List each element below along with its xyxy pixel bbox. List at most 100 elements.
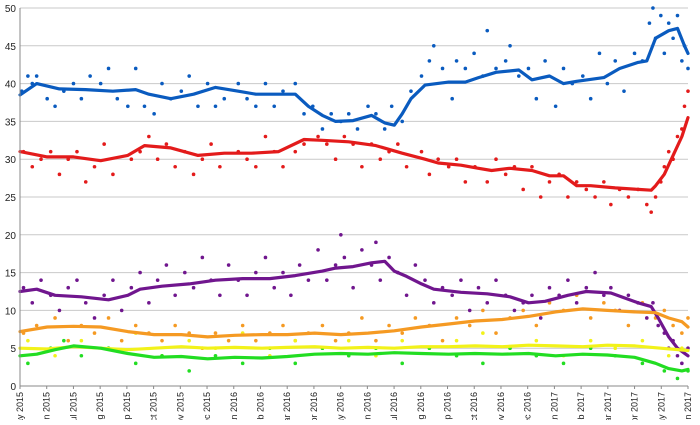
data-point-series-1 (213, 104, 218, 109)
data-point-series-5 (666, 353, 671, 358)
x-tick-label: May 2015 (15, 392, 25, 420)
data-point-series-4 (387, 323, 391, 328)
x-tick-label: Jul 2016 (389, 392, 399, 420)
data-point-series-2 (686, 89, 690, 93)
data-point-series-3 (164, 263, 169, 267)
data-point-series-1 (675, 13, 680, 18)
data-point-series-1 (187, 74, 191, 78)
data-point-series-3 (644, 316, 649, 320)
data-point-series-4 (662, 308, 667, 313)
data-point-series-6 (481, 361, 485, 366)
data-point-series-3 (92, 316, 97, 320)
data-point-series-3 (183, 270, 187, 275)
data-point-series-3 (387, 255, 391, 260)
data-point-series-3 (75, 278, 79, 282)
data-point-series-2 (281, 164, 285, 169)
data-point-series-1 (400, 119, 405, 124)
axes (19, 8, 689, 389)
data-point-series-3 (297, 263, 302, 267)
trend-line-series-6 (18, 344, 690, 373)
data-point-series-2 (302, 142, 306, 146)
x-tick-label: May 2017 (656, 392, 666, 420)
data-point-series-1 (293, 81, 298, 86)
data-point-series-1 (382, 127, 387, 131)
data-point-series-1 (581, 74, 585, 78)
data-point-series-2 (626, 195, 631, 199)
data-point-series-1 (355, 127, 360, 131)
data-point-series-2 (293, 149, 298, 154)
data-point-series-2 (191, 172, 196, 177)
data-point-series-2 (263, 134, 268, 139)
data-point-series-4 (133, 323, 138, 328)
x-tick-label: Apr 2016 (309, 392, 319, 420)
data-point-series-2 (566, 195, 570, 199)
data-point-series-1 (543, 59, 547, 63)
x-tick-label: Nov 2016 (496, 392, 506, 420)
data-point-series-6 (187, 369, 191, 373)
data-point-series-2 (682, 104, 687, 109)
data-point-series-3 (30, 301, 35, 305)
data-point-series-1 (503, 59, 508, 63)
data-point-series-3 (333, 263, 338, 267)
data-point-series-4 (686, 316, 690, 320)
data-point-series-1 (88, 74, 92, 78)
data-point-series-3 (191, 285, 196, 290)
data-point-series-6 (675, 376, 680, 381)
data-point-series-6 (400, 361, 405, 366)
data-point-series-3 (155, 278, 160, 282)
data-point-series-3 (339, 233, 343, 237)
data-point-series-1 (588, 96, 593, 101)
y-tick-label: 35 (5, 117, 17, 128)
data-point-series-1 (272, 104, 277, 109)
data-point-series-2 (547, 180, 552, 184)
data-point-series-1 (366, 104, 370, 109)
data-point-series-4 (454, 316, 459, 320)
data-point-series-2 (316, 134, 320, 139)
y-tick-label: 15 (5, 269, 17, 280)
data-point-series-1 (142, 104, 147, 109)
data-point-series-4 (626, 323, 631, 328)
x-tick-label: Jun 2017 (683, 392, 693, 420)
data-point-series-3 (289, 293, 293, 298)
data-point-series-3 (306, 278, 311, 282)
data-point-series-3 (272, 285, 277, 290)
data-point-series-2 (662, 164, 667, 169)
data-point-series-5 (26, 338, 30, 343)
data-point-series-3 (316, 248, 320, 252)
data-point-series-5 (640, 338, 645, 343)
data-point-series-1 (205, 81, 210, 86)
data-point-series-4 (400, 331, 405, 335)
data-point-series-6 (662, 369, 667, 373)
data-point-series-5 (79, 338, 84, 343)
trend-line-series-4 (18, 307, 690, 339)
data-point-series-4 (481, 308, 485, 313)
data-point-series-2 (644, 202, 649, 207)
data-point-series-3 (281, 270, 285, 275)
data-point-series-5 (613, 346, 618, 351)
data-point-series-2 (245, 157, 249, 161)
data-point-series-2 (342, 134, 347, 139)
data-point-series-4 (34, 323, 39, 328)
data-point-series-4 (440, 338, 445, 343)
x-tick-label: Dec 2016 (523, 392, 533, 420)
data-point-series-3 (584, 285, 589, 290)
data-point-series-6 (240, 361, 245, 366)
data-point-series-2 (649, 210, 653, 214)
x-tick-label: Apr 2017 (630, 392, 640, 420)
data-point-series-4 (240, 323, 245, 328)
data-point-series-3 (254, 270, 258, 275)
data-point-series-1 (659, 13, 663, 18)
data-point-series-2 (446, 164, 451, 169)
data-point-series-1 (494, 66, 498, 71)
data-point-series-6 (561, 361, 566, 366)
data-point-series-4 (106, 316, 111, 320)
data-point-series-1 (196, 104, 200, 109)
data-point-series-1 (160, 81, 164, 86)
data-point-series-1 (450, 96, 454, 101)
data-point-series-4 (213, 331, 218, 335)
data-point-series-1 (463, 66, 468, 71)
data-point-series-2 (485, 180, 490, 184)
data-point-series-1 (79, 96, 84, 101)
x-tick-label: Aug 2015 (95, 392, 105, 420)
